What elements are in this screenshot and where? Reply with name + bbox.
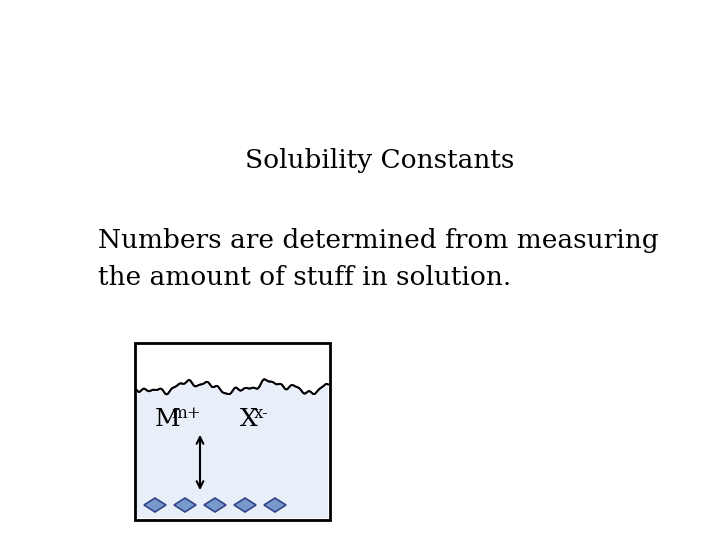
Polygon shape [137, 380, 328, 518]
Bar [135, 343, 330, 520]
Text: Numbers are determined from measuring: Numbers are determined from measuring [98, 228, 659, 253]
Text: Solubility Constants: Solubility Constants [245, 148, 514, 173]
Polygon shape [264, 498, 286, 512]
Text: M: M [155, 408, 181, 431]
Text: X: X [240, 408, 258, 431]
Polygon shape [204, 498, 226, 512]
Text: x-: x- [254, 404, 269, 422]
Polygon shape [234, 498, 256, 512]
Text: m+: m+ [171, 404, 201, 422]
Polygon shape [144, 498, 166, 512]
Text: the amount of stuff in solution.: the amount of stuff in solution. [98, 265, 511, 290]
Polygon shape [174, 498, 196, 512]
